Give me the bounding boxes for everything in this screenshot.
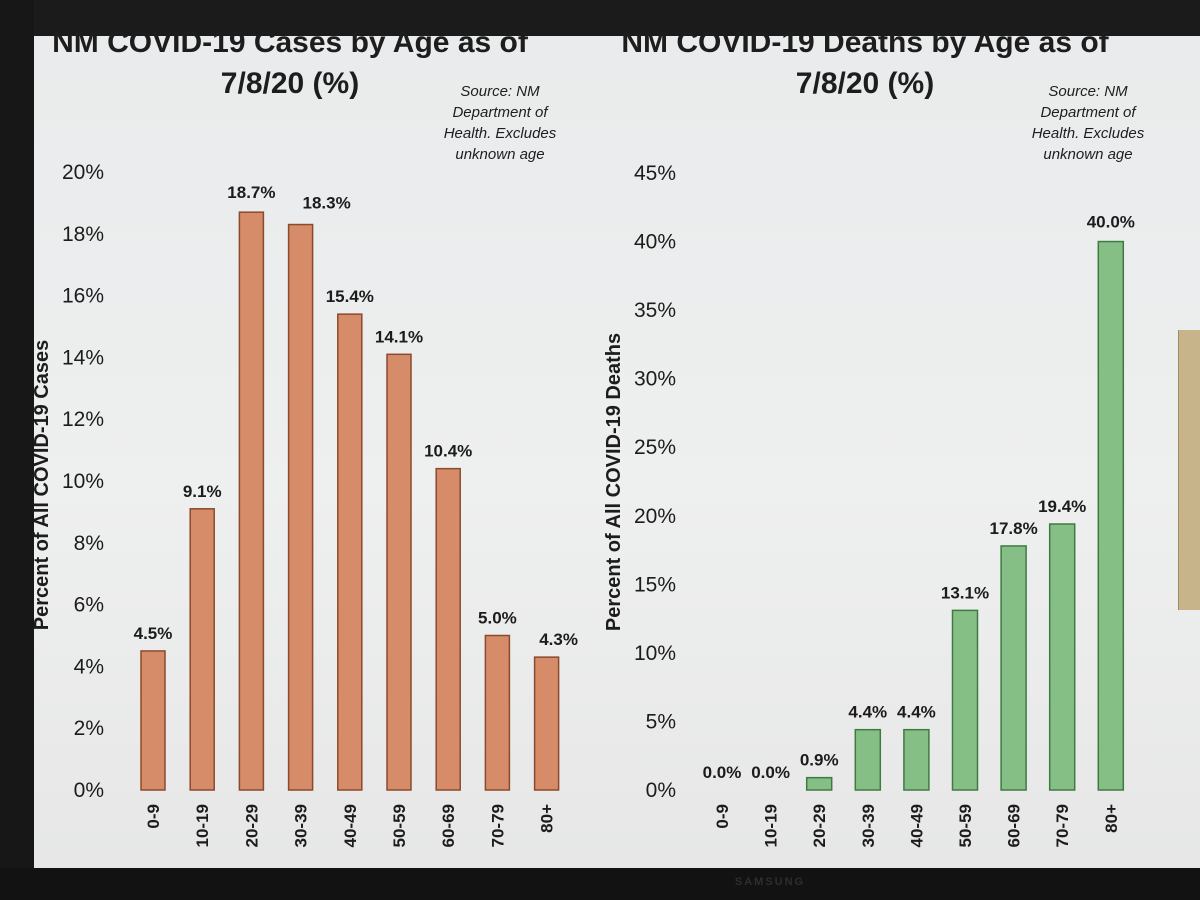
deaths-y-tick-label: 10%: [634, 642, 676, 665]
cases-data-label: 15.4%: [326, 287, 374, 306]
cases-bar: [337, 313, 363, 791]
cases-bar: [287, 223, 314, 791]
deaths-y-tick-label: 30%: [634, 368, 676, 391]
deaths-data-label: 19.4%: [1038, 497, 1086, 516]
deaths-data-label: 17.8%: [989, 519, 1037, 538]
cases-data-label: 14.1%: [375, 327, 423, 346]
cases-data-label: 18.3%: [302, 194, 350, 213]
cases-x-tick-label: 70-79: [488, 804, 507, 847]
deaths-bar: [951, 609, 979, 791]
cases-y-tick-label: 10%: [62, 470, 104, 493]
deaths-source-line-3: Health. Excludes: [1032, 125, 1145, 142]
deaths-data-label: 40.0%: [1087, 213, 1135, 232]
cases-y-tick-label: 12%: [62, 408, 104, 431]
cases-y-axis-label: Percent of All COVID-19 Cases: [31, 340, 53, 630]
cases-y-tick-label: 14%: [62, 346, 104, 369]
cases-x-tick-label: 0-9: [144, 804, 163, 829]
deaths-bar: [1097, 240, 1125, 791]
cases-y-tick-label: 0%: [74, 779, 104, 802]
cases-plot-area: 0% 2% 4% 6% 8% 10% 12% 14% 16% 18% 20% 4.5% 0-9 9.1% 1…: [62, 161, 578, 847]
cases-source-line-2: Department of: [452, 104, 549, 121]
cases-y-tick-label: 6%: [74, 594, 104, 617]
deaths-chart-source-note: Source: NM Department of Health. Exclude…: [1032, 83, 1145, 163]
deaths-y-tick-label: 5%: [646, 710, 676, 733]
cases-chart: NM COVID-19 Cases by Age as of 7/8/20 (%…: [31, 26, 578, 847]
cases-source-line-4: unknown age: [455, 146, 544, 163]
deaths-x-tick-label: 20-29: [810, 804, 829, 847]
monitor-bezel-bottom: [0, 868, 1200, 900]
deaths-y-tick-label: 15%: [634, 573, 676, 596]
deaths-x-tick-label: 40-49: [907, 804, 926, 847]
deaths-bar: [854, 728, 882, 791]
cases-x-tick-label: 30-39: [292, 804, 311, 847]
cases-bar: [484, 634, 511, 791]
cases-x-tick-label: 80+: [538, 804, 557, 833]
cases-x-tick-label: 60-69: [439, 804, 458, 847]
deaths-bar: [805, 776, 833, 791]
cases-data-label: 10.4%: [424, 442, 472, 461]
monitor-bezel-top: [0, 0, 1200, 36]
deaths-x-tick-label: 60-69: [1005, 804, 1024, 847]
deaths-x-tick-label: 30-39: [859, 804, 878, 847]
deaths-x-tick-label: 0-9: [713, 804, 732, 829]
deaths-source-line-1: Source: NM: [1048, 83, 1128, 100]
cases-source-line-1: Source: NM: [460, 83, 540, 100]
cases-x-tick-label: 20-29: [242, 804, 261, 847]
offscreen-side-element: [1178, 330, 1200, 610]
deaths-bar: [903, 728, 930, 791]
cases-bar: [238, 211, 265, 791]
cases-bar: [435, 467, 461, 791]
deaths-data-label: 0.0%: [703, 763, 742, 782]
cases-chart-title-line2: 7/8/20 (%): [221, 67, 359, 100]
deaths-x-tick-label: 70-79: [1053, 804, 1072, 847]
deaths-source-line-4: unknown age: [1043, 146, 1132, 163]
deaths-data-label: 4.4%: [897, 703, 936, 722]
monitor-brand-logo: SAMSUNG: [734, 876, 806, 888]
cases-data-label: 9.1%: [183, 482, 222, 501]
cases-chart-title-line1: NM COVID-19 Cases by Age as of: [52, 26, 529, 59]
cases-y-tick-label: 2%: [74, 717, 104, 740]
deaths-bar: [1000, 545, 1027, 791]
cases-data-label: 18.7%: [227, 183, 275, 202]
cases-y-tick-label: 8%: [74, 532, 104, 555]
deaths-x-tick-label: 10-19: [762, 804, 781, 847]
cases-data-label: 4.3%: [539, 630, 578, 649]
deaths-data-label: 0.9%: [800, 751, 839, 770]
deaths-y-tick-label: 40%: [634, 231, 676, 254]
cases-bar: [189, 508, 215, 791]
deaths-plot-area: 0% 5% 10% 15% 20% 25% 30% 35% 40% 45% 0.0% 0-9 0.0% 1…: [634, 162, 1135, 847]
cases-x-tick-label: 40-49: [341, 804, 360, 847]
cases-data-label: 5.0%: [478, 609, 517, 628]
deaths-bar: [1048, 523, 1076, 791]
deaths-chart-title-line1: NM COVID-19 Deaths by Age as of: [621, 26, 1109, 59]
cases-chart-source-note: Source: NM Department of Health. Exclude…: [444, 83, 557, 163]
cases-bar: [140, 650, 166, 791]
deaths-y-tick-label: 0%: [646, 779, 676, 802]
deaths-data-label: 4.4%: [848, 703, 887, 722]
deaths-chart-title-line2: 7/8/20 (%): [796, 67, 934, 100]
cases-x-tick-label: 10-19: [193, 804, 212, 847]
cases-y-tick-label: 16%: [62, 285, 104, 308]
deaths-source-line-2: Department of: [1040, 104, 1137, 121]
monitor-bezel-left: [0, 0, 34, 900]
cases-y-tick-label: 4%: [74, 655, 104, 678]
cases-y-tick-label: 20%: [62, 161, 104, 184]
deaths-x-tick-label: 80+: [1102, 804, 1121, 833]
deaths-chart: NM COVID-19 Deaths by Age as of 7/8/20 (…: [603, 26, 1145, 847]
cases-source-line-3: Health. Excludes: [444, 125, 557, 142]
deaths-y-tick-label: 20%: [634, 505, 676, 528]
deaths-y-tick-label: 25%: [634, 436, 676, 459]
deaths-data-label: 0.0%: [751, 763, 790, 782]
deaths-data-label: 13.1%: [941, 583, 989, 602]
cases-y-tick-label: 18%: [62, 223, 104, 246]
cases-bar: [533, 656, 560, 791]
deaths-x-tick-label: 50-59: [956, 804, 975, 847]
deaths-y-tick-label: 35%: [634, 299, 676, 322]
cases-data-label: 4.5%: [134, 624, 173, 643]
cases-x-tick-label: 50-59: [390, 804, 409, 847]
deaths-y-tick-label: 45%: [634, 162, 676, 185]
cases-bar: [386, 353, 412, 791]
deaths-y-axis-label: Percent of All COVID-19 Deaths: [603, 333, 625, 631]
